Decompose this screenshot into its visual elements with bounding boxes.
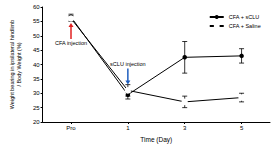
svg-text:CFA injection: CFA injection xyxy=(55,40,87,46)
svg-text:45: 45 xyxy=(33,47,40,53)
svg-text:55: 55 xyxy=(33,18,40,24)
svg-text:3: 3 xyxy=(183,125,187,131)
svg-text:CFA + sCLU: CFA + sCLU xyxy=(229,14,259,20)
svg-text:sCLU injection: sCLU injection xyxy=(110,61,145,67)
svg-text:/ Body Weight (%): / Body Weight (%) xyxy=(16,42,22,86)
svg-text:40: 40 xyxy=(33,62,40,68)
svg-text:35: 35 xyxy=(33,76,40,82)
svg-text:30: 30 xyxy=(33,90,40,96)
svg-text:50: 50 xyxy=(33,33,40,39)
svg-text:CFA + Saline: CFA + Saline xyxy=(229,23,261,29)
svg-text:5: 5 xyxy=(240,125,244,131)
svg-text:60: 60 xyxy=(33,4,40,10)
svg-text:20: 20 xyxy=(33,119,40,125)
svg-text:Pro: Pro xyxy=(66,125,76,131)
svg-text:25: 25 xyxy=(33,105,40,111)
svg-text:1: 1 xyxy=(126,125,130,131)
svg-text:Time (Day): Time (Day) xyxy=(140,136,172,144)
svg-text:Weight bearing in ipsilateral: Weight bearing in ipsilateral hindlimb xyxy=(9,20,15,109)
